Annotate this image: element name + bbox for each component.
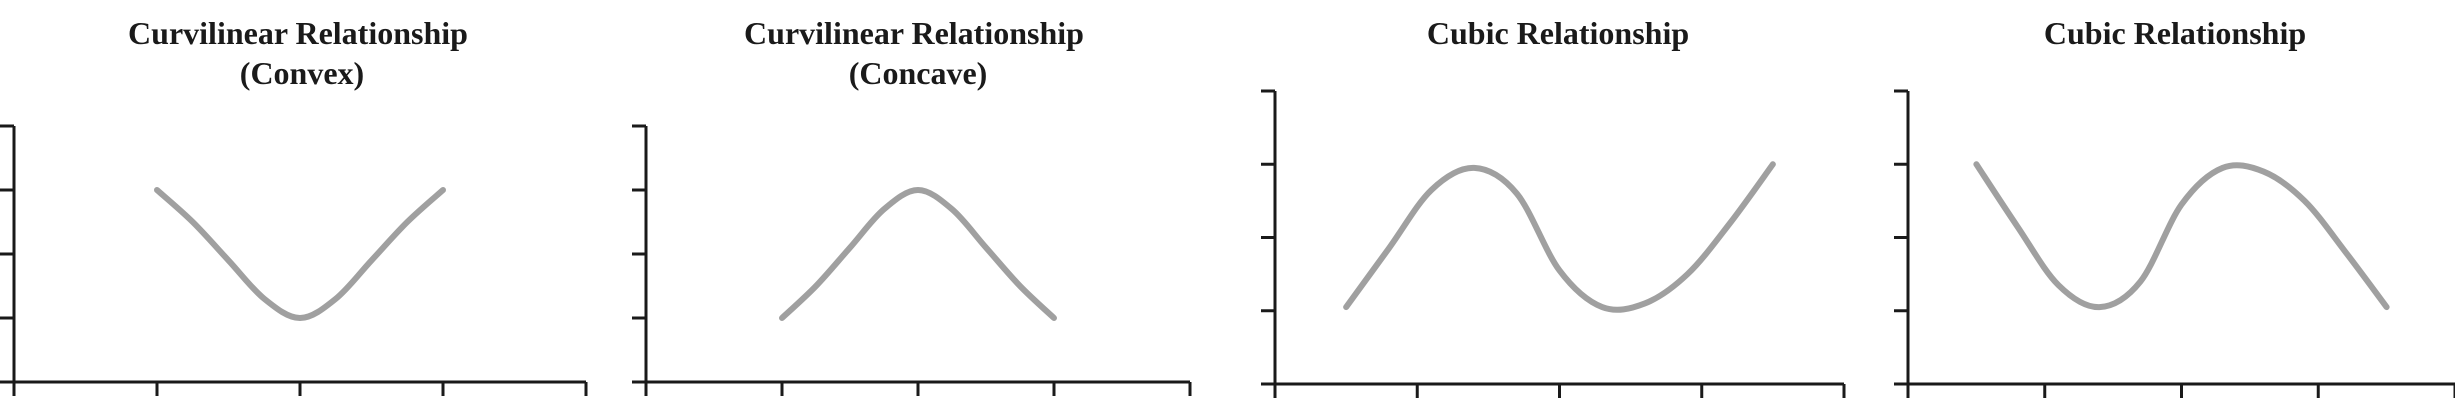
chart-panel-3: Cubic Relationship bbox=[1261, 15, 1846, 398]
chart-title-3: Cubic Relationship bbox=[1427, 15, 1689, 51]
curve-series-line bbox=[154, 187, 446, 321]
chart-plot-2 bbox=[632, 124, 1192, 396]
chart-title-3-line-1: Cubic Relationship bbox=[1427, 15, 1689, 51]
chart-panel-2: Curvilinear Relationship (Concave) bbox=[632, 15, 1192, 396]
chart-title-1-line-2: (Convex) bbox=[240, 55, 364, 91]
curve-series-line bbox=[779, 187, 1057, 321]
chart-plot-3 bbox=[1261, 89, 1846, 398]
chart-title-2-line-1: Curvilinear Relationship bbox=[744, 15, 1084, 51]
chart-panel-1: Curvilinear Relationship (Convex) bbox=[0, 15, 588, 396]
curve-series-line bbox=[1343, 161, 1776, 313]
chart-title-1-line-1: Curvilinear Relationship bbox=[128, 15, 468, 51]
chart-title-2: Curvilinear Relationship (Concave) bbox=[744, 15, 1092, 91]
chart-title-4: Cubic Relationship bbox=[2044, 15, 2306, 51]
chart-plot-1 bbox=[0, 124, 588, 396]
curve-series-line bbox=[1973, 161, 2390, 311]
chart-plot-4 bbox=[1894, 89, 2455, 398]
chart-title-4-line-1: Cubic Relationship bbox=[2044, 15, 2306, 51]
chart-title-2-line-2: (Concave) bbox=[849, 55, 988, 91]
chart-panel-4: Cubic Relationship bbox=[1894, 15, 2455, 398]
chart-title-1: Curvilinear Relationship (Convex) bbox=[128, 15, 476, 91]
